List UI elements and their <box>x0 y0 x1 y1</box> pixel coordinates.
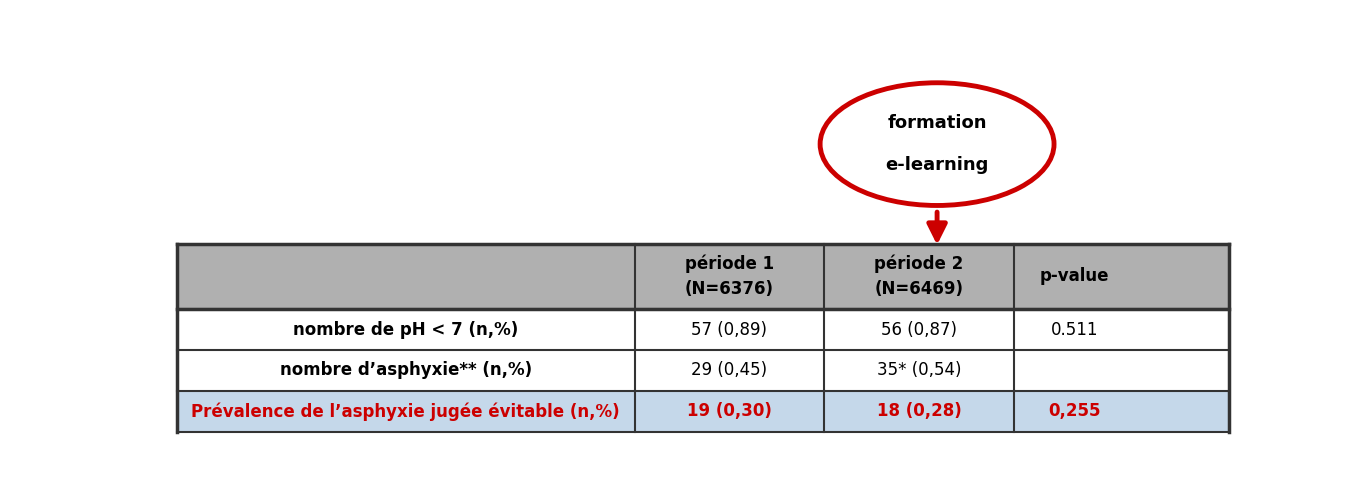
Text: e-learning: e-learning <box>885 156 989 174</box>
Text: 57 (0,89): 57 (0,89) <box>691 321 767 339</box>
Text: 56 (0,87): 56 (0,87) <box>881 321 956 339</box>
Text: période 1
(N=6376): période 1 (N=6376) <box>685 255 774 298</box>
Text: 18 (0,28): 18 (0,28) <box>877 402 962 420</box>
Text: nombre de pH < 7 (n,%): nombre de pH < 7 (n,%) <box>294 321 519 339</box>
Bar <box>177 391 1229 432</box>
Bar <box>177 309 1229 350</box>
Text: Prévalence de l’asphyxie jugée évitable (n,%): Prévalence de l’asphyxie jugée évitable … <box>192 402 620 420</box>
Text: formation: formation <box>888 114 986 132</box>
Text: 0,255: 0,255 <box>1048 402 1100 420</box>
Text: période 2
(N=6469): période 2 (N=6469) <box>874 255 963 298</box>
FancyArrowPatch shape <box>929 212 945 240</box>
Bar <box>177 244 1229 309</box>
Text: nombre d’asphyxie** (n,%): nombre d’asphyxie** (n,%) <box>280 362 532 379</box>
Bar <box>177 350 1229 391</box>
Text: 0.511: 0.511 <box>1051 321 1098 339</box>
Text: p-value: p-value <box>1040 267 1109 285</box>
Text: 35* (0,54): 35* (0,54) <box>877 362 962 379</box>
Text: 19 (0,30): 19 (0,30) <box>687 402 772 420</box>
Text: 29 (0,45): 29 (0,45) <box>691 362 767 379</box>
